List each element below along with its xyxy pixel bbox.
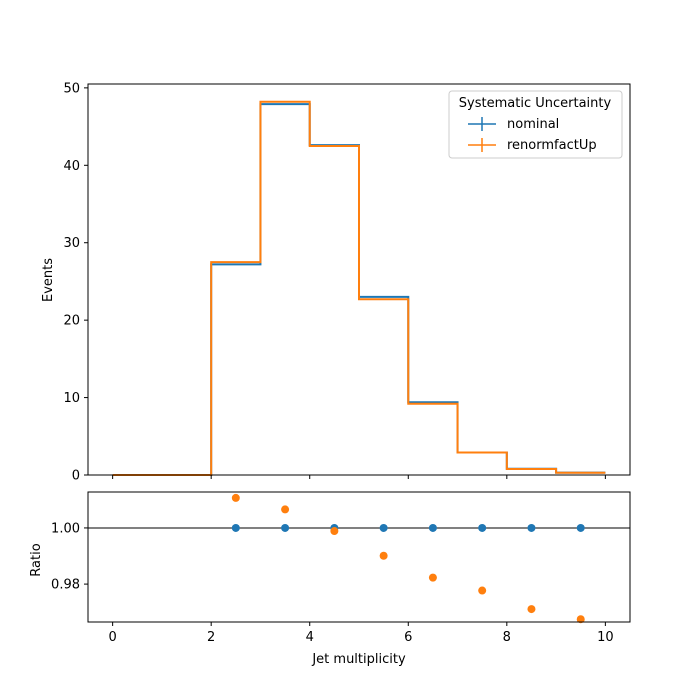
x-tick-label: 6 — [404, 630, 412, 645]
x-tick-label: 8 — [503, 630, 511, 645]
x-tick-label: 2 — [207, 630, 215, 645]
ratio-y-axis-label: Ratio — [29, 543, 44, 576]
main-plot-frame — [87, 83, 631, 476]
ratio-point-renormfactup — [281, 505, 290, 514]
x-tick-label: 4 — [306, 630, 314, 645]
ratio-x-ticks: 0 2 4 6 8 10 — [108, 622, 614, 645]
ratio-point-nominal — [478, 523, 487, 532]
ratio-point-nominal — [379, 523, 388, 532]
main-y-tick-label: 10 — [63, 391, 80, 406]
main-y-tick-label: 40 — [63, 159, 80, 174]
ratio-point-nominal — [231, 523, 240, 532]
ratio-y-ticks: 0.98 1.00 — [51, 521, 88, 593]
ratio-y-tick-label: 1.00 — [51, 521, 80, 536]
x-axis-label: Jet multiplicity — [311, 652, 406, 667]
legend-box — [448, 90, 623, 159]
main-series-group — [112, 100, 606, 476]
ratio-point-nominal — [281, 523, 290, 532]
main-y-tick-label: 0 — [72, 469, 80, 484]
ratio-point-nominal — [428, 523, 437, 532]
ratio-point-renormfactup — [428, 573, 437, 582]
ratio-point-renormfactup — [379, 551, 388, 560]
ratio-point-renormfactup — [231, 493, 240, 502]
legend-title: Systematic Uncertainty — [459, 96, 612, 111]
ratio-point-renormfactup — [478, 586, 487, 595]
legend-renormfactup-label: renormfactUp — [507, 138, 597, 153]
ratio-point-nominal — [576, 523, 585, 532]
ratio-y-tick-label: 0.98 — [51, 578, 80, 593]
ratio-points-group — [231, 493, 585, 624]
main-y-tick-label: 20 — [63, 314, 80, 329]
ratio-plot-frame — [87, 491, 631, 623]
ratio-point-nominal — [527, 523, 536, 532]
legend: Systematic Uncertainty nominal renormfac… — [448, 90, 623, 159]
ratio-point-renormfactup — [330, 527, 339, 536]
main-x-ticks — [112, 475, 606, 479]
x-tick-label: 0 — [108, 630, 116, 645]
x-tick-label: 10 — [597, 630, 614, 645]
ratio-point-renormfactup — [527, 605, 536, 614]
main-y-ticks: 0 10 20 30 40 50 — [63, 81, 88, 484]
legend-nominal-label: nominal — [507, 117, 559, 132]
ratio-point-renormfactup — [576, 615, 585, 624]
series-renormfactup-step-line — [112, 100, 606, 476]
ratio-panel: 0 2 4 6 8 10 0.98 1.00 Ratio Jet multiplicity — [29, 491, 631, 667]
main-y-tick-label: 30 — [63, 236, 80, 251]
main-y-axis-label: Events — [41, 258, 56, 302]
main-y-tick-label: 50 — [63, 81, 80, 96]
main-panel: 0 10 20 30 40 50 Events — [41, 81, 631, 484]
